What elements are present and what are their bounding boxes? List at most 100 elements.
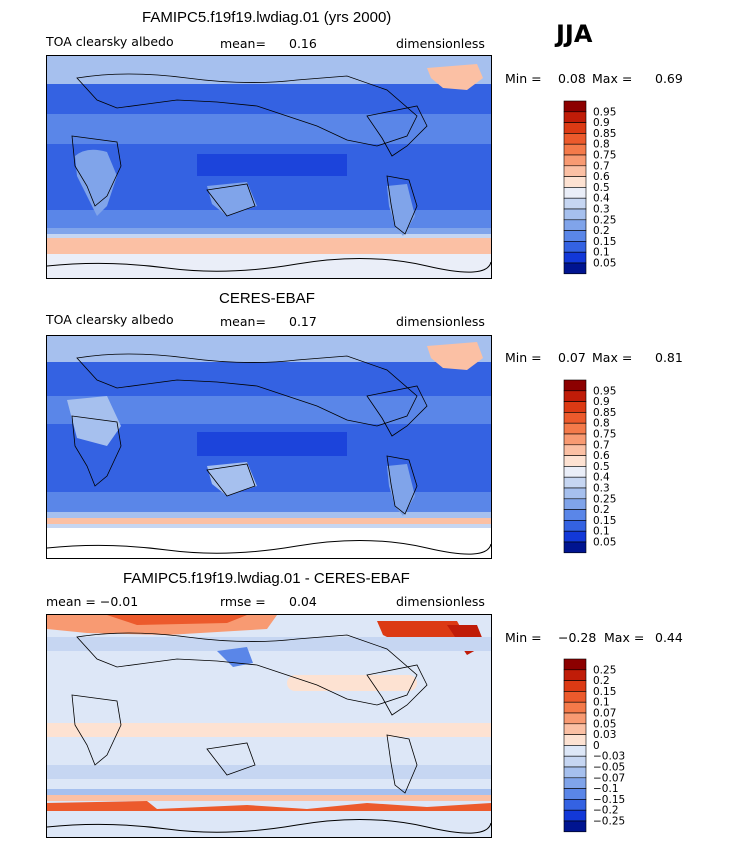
panel-1-mean-label: mean= bbox=[220, 36, 266, 51]
colorbar-tick-label: 0.4 bbox=[593, 472, 610, 484]
colorbar-swatch bbox=[563, 755, 587, 768]
panel-1-colorbar-svg: 0.950.90.850.80.750.70.60.50.40.30.250.2… bbox=[563, 100, 616, 275]
colorbar-tick-label: 0.5 bbox=[593, 182, 610, 194]
colorbar-swatch bbox=[563, 788, 587, 800]
colorbar-tick-label: 0.3 bbox=[593, 204, 610, 216]
panel-3-map bbox=[46, 614, 492, 838]
panel-3-mean-text: mean = −0.01 bbox=[46, 594, 139, 609]
panel-3-min-label: Min = bbox=[505, 630, 542, 645]
panel-1-max-label: Max = bbox=[592, 71, 633, 86]
panel-2-map-svg bbox=[47, 336, 491, 558]
panel-1-map-svg bbox=[47, 56, 491, 278]
colorbar-swatch bbox=[563, 701, 587, 714]
colorbar-swatch bbox=[563, 241, 587, 253]
colorbar-tick-label: 0.6 bbox=[593, 171, 610, 183]
colorbar-swatch bbox=[563, 219, 587, 231]
colorbar-tick-label: 0.7 bbox=[593, 160, 610, 172]
colorbar-tick-label: 0.6 bbox=[593, 450, 610, 462]
colorbar-tick-label: 0 bbox=[593, 740, 600, 752]
panel-3-rmse-label: rmse = bbox=[220, 594, 266, 609]
colorbar-tick-label: 0.95 bbox=[593, 385, 616, 397]
panel-2-title: CERES-EBAF bbox=[219, 290, 315, 307]
panel-2-min-value: 0.07 bbox=[558, 350, 586, 365]
panel-1-colorbar: 0.95 0.9 0.85 0.8 0.75 0.7 0.6 0.5 0.4 0.3 0.25 0.2… bbox=[563, 100, 643, 276]
colorbar-swatch bbox=[563, 379, 587, 392]
colorbar-tick-label: 0.05 bbox=[593, 718, 616, 730]
colorbar-tick-label: 0.7 bbox=[593, 439, 610, 451]
colorbar-swatch bbox=[563, 422, 587, 435]
panel-3-colorbar: 0.25 0.2 0.15 0.1 0.07 0.05 0.03 0 −0.03 −0.05 −0.… bbox=[563, 658, 643, 834]
panel-3-min-value: −0.28 bbox=[558, 630, 597, 645]
panel-2-units: dimensionless bbox=[396, 314, 485, 329]
panel-3-max-label: Max = bbox=[604, 630, 645, 645]
panel-3-units: dimensionless bbox=[396, 594, 485, 609]
colorbar-tick-label: 0.5 bbox=[593, 461, 610, 473]
panel-3-title: FAMIPC5.f19f19.lwdiag.01 - CERES-EBAF bbox=[123, 570, 410, 587]
colorbar-swatch bbox=[563, 143, 587, 156]
colorbar-swatch bbox=[563, 165, 587, 177]
colorbar-tick-label: 0.15 bbox=[593, 515, 616, 527]
colorbar-swatch bbox=[563, 487, 587, 500]
colorbar-tick-label: 0.25 bbox=[593, 493, 616, 505]
colorbar-tick-label: 0.2 bbox=[593, 504, 610, 516]
colorbar-swatch bbox=[563, 176, 587, 188]
colorbar-swatch bbox=[563, 455, 587, 467]
colorbar-swatch bbox=[563, 262, 587, 275]
colorbar-tick-label: 0.1 bbox=[593, 247, 610, 259]
panel-2-min-label: Min = bbox=[505, 350, 542, 365]
colorbar-swatch bbox=[563, 433, 587, 446]
panel-3-colorbar-svg: 0.250.20.150.10.070.050.030−0.03−0.05−0.… bbox=[563, 658, 625, 833]
colorbar-tick-label: 0.07 bbox=[593, 708, 616, 720]
colorbar-tick-label: 0.9 bbox=[593, 396, 610, 408]
panel-1-units: dimensionless bbox=[396, 36, 485, 51]
colorbar-swatch bbox=[563, 691, 587, 703]
panel-2-max-label: Max = bbox=[592, 350, 633, 365]
colorbar-swatch bbox=[563, 498, 587, 510]
panel-1-max-value: 0.69 bbox=[655, 71, 683, 86]
colorbar-swatch bbox=[563, 530, 587, 543]
colorbar-tick-label: 0.1 bbox=[593, 526, 610, 538]
colorbar-swatch bbox=[563, 187, 587, 199]
panel-2-variable-label: TOA clearsky albedo bbox=[46, 312, 174, 327]
colorbar-tick-label: 0.03 bbox=[593, 729, 616, 741]
colorbar-tick-label: 0.85 bbox=[593, 128, 616, 140]
colorbar-tick-label: 0.15 bbox=[593, 236, 616, 248]
panel-1-variable-label: TOA clearsky albedo bbox=[46, 34, 174, 49]
colorbar-tick-label: 0.05 bbox=[593, 258, 616, 270]
panel-1-min-value: 0.08 bbox=[558, 71, 586, 86]
colorbar-tick-label: 0.3 bbox=[593, 483, 610, 495]
colorbar-swatch bbox=[563, 745, 587, 757]
colorbar-swatch bbox=[563, 412, 587, 424]
colorbar-swatch bbox=[563, 100, 587, 113]
colorbar-swatch bbox=[563, 509, 587, 521]
colorbar-swatch bbox=[563, 476, 587, 489]
colorbar-tick-label: 0.1 bbox=[593, 697, 610, 709]
colorbar-swatch bbox=[563, 541, 587, 554]
colorbar-tick-label: 0.2 bbox=[593, 675, 610, 687]
colorbar-tick-label: −0.25 bbox=[593, 816, 625, 828]
colorbar-tick-label: −0.2 bbox=[593, 805, 619, 817]
colorbar-tick-label: 0.95 bbox=[593, 106, 616, 118]
colorbar-swatch bbox=[563, 669, 587, 681]
colorbar-swatch bbox=[563, 208, 587, 221]
season-label: JJA bbox=[556, 20, 593, 48]
colorbar-swatch bbox=[563, 723, 587, 735]
panel-1-mean-value: 0.16 bbox=[289, 36, 317, 51]
colorbar-swatch bbox=[563, 122, 587, 134]
colorbar-tick-label: −0.1 bbox=[593, 783, 619, 795]
panel-2-mean-label: mean= bbox=[220, 314, 266, 329]
colorbar-tick-label: −0.05 bbox=[593, 762, 625, 774]
colorbar-tick-label: 0.05 bbox=[593, 537, 616, 549]
colorbar-tick-label: 0.85 bbox=[593, 407, 616, 419]
colorbar-swatch bbox=[563, 680, 587, 692]
colorbar-swatch bbox=[563, 401, 587, 413]
colorbar-tick-label: −0.03 bbox=[593, 751, 625, 763]
colorbar-swatch bbox=[563, 390, 587, 402]
panel-2-colorbar: 0.95 0.9 0.85 0.8 0.75 0.7 0.6 0.5 0.4 0.3 0.25 0.2… bbox=[563, 379, 643, 555]
colorbar-swatch bbox=[563, 809, 587, 822]
colorbar-swatch bbox=[563, 466, 587, 478]
colorbar-swatch bbox=[563, 777, 587, 789]
colorbar-swatch bbox=[563, 658, 587, 671]
panel-2-map bbox=[46, 335, 492, 559]
colorbar-swatch bbox=[563, 251, 587, 264]
